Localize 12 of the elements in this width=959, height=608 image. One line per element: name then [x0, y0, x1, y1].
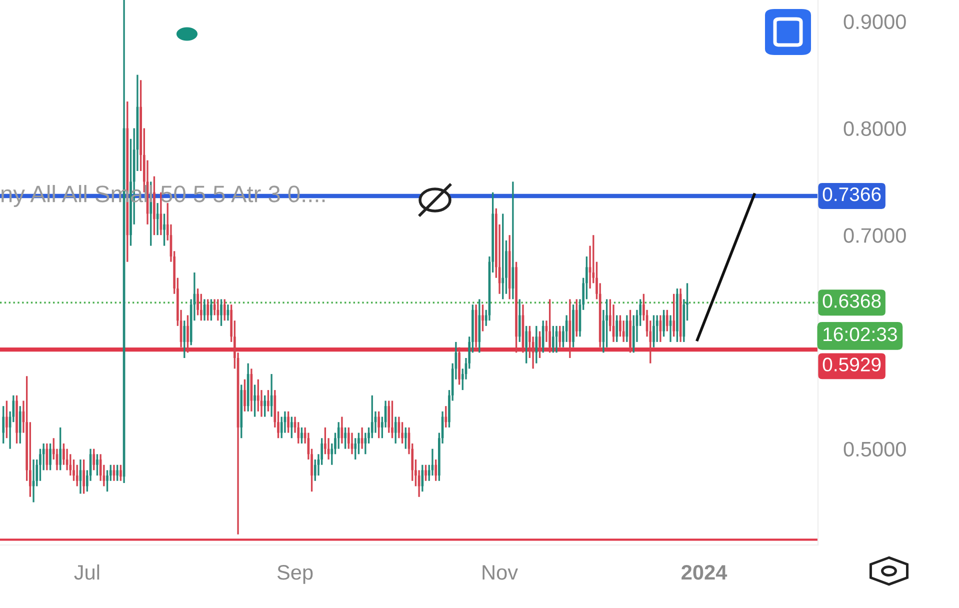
y-tick-label: 0.5000 — [844, 442, 906, 457]
ref-line-label: 0.6368 — [822, 294, 881, 308]
x-tick-label: Nov — [482, 565, 518, 580]
x-tick-label: Jul — [74, 564, 100, 580]
y-tick-label: 0.9000 — [844, 14, 906, 30]
y-tick-label: 0.7000 — [844, 228, 906, 243]
text: 16:02:33 — [824, 327, 897, 342]
x-tick-label: 2024 — [682, 564, 728, 580]
x-tick-label: Sep — [277, 564, 313, 584]
ref-line-label: 0.7366 — [822, 187, 881, 202]
y-tick-label: 0.8000 — [844, 121, 906, 136]
ref-line-label: 0.5929 — [822, 358, 881, 372]
